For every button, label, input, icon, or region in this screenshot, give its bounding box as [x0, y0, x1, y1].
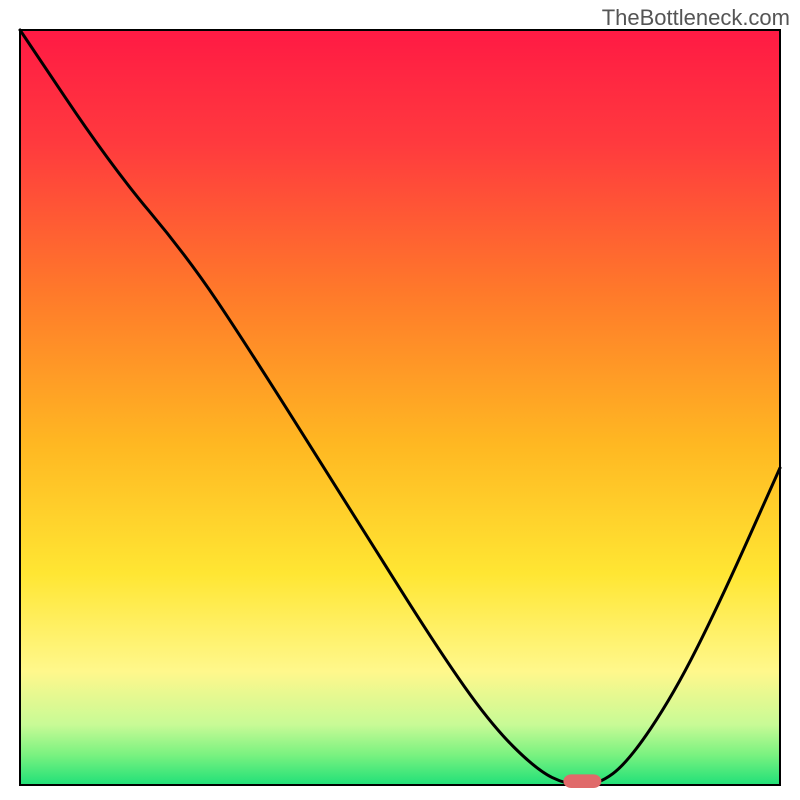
- bottleneck-chart: TheBottleneck.com: [0, 0, 800, 800]
- chart-svg: [0, 0, 800, 800]
- watermark-text: TheBottleneck.com: [602, 5, 790, 31]
